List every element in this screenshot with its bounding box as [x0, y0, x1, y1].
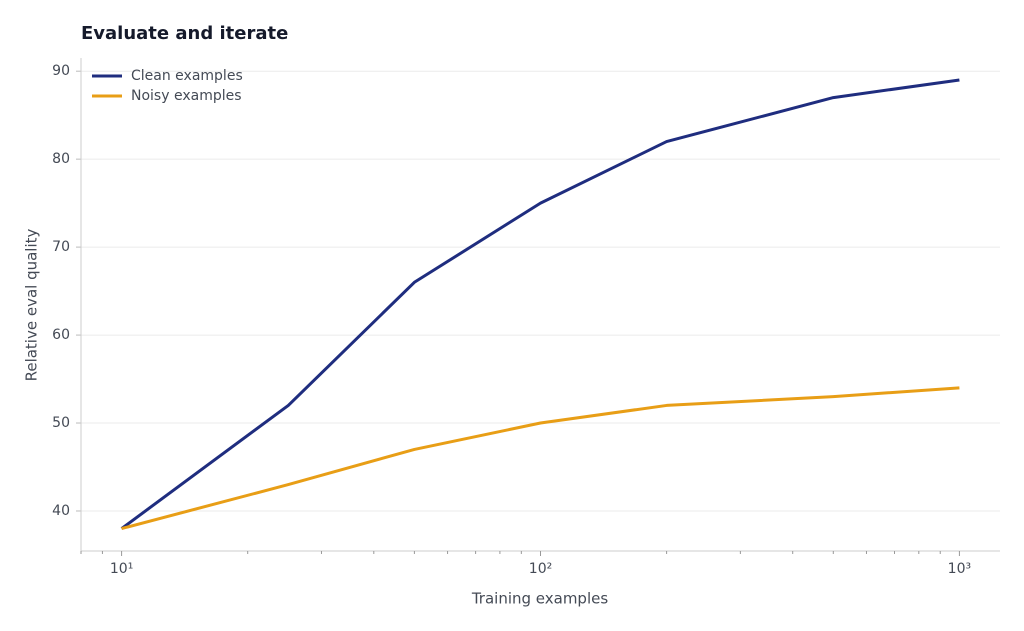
y-tick-label: 60 — [52, 327, 70, 343]
chart-title: Evaluate and iterate — [81, 23, 288, 44]
y-tick-label: 90 — [52, 63, 70, 79]
legend-label: Noisy examples — [131, 88, 242, 104]
line-series — [120, 78, 960, 530]
y-tick-label: 40 — [52, 503, 70, 519]
x-axis-label: Training examples — [471, 590, 609, 608]
y-tick-label: 50 — [52, 415, 70, 431]
x-tick-label: 10¹ — [110, 561, 133, 577]
y-tick-label: 70 — [52, 239, 70, 255]
line-series — [121, 386, 960, 531]
legend-label: Clean examples — [131, 68, 243, 84]
x-tick-label: 10² — [529, 561, 552, 577]
y-tick-label: 80 — [52, 151, 70, 167]
y-axis-label: Relative eval quality — [23, 228, 41, 381]
x-tick-label: 10³ — [948, 561, 971, 577]
